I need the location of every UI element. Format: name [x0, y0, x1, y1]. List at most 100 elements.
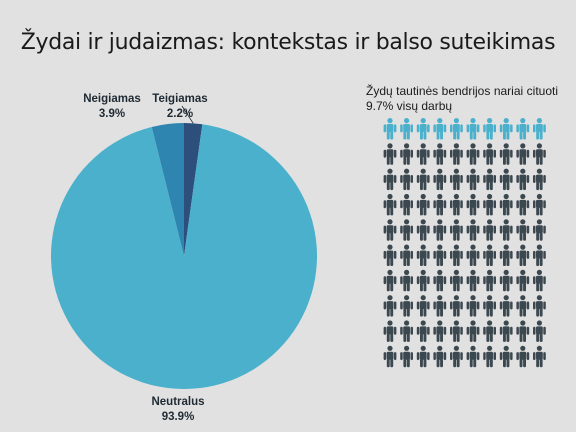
person-icon [450, 295, 463, 317]
person-icon [499, 143, 513, 165]
person-icon [483, 193, 496, 216]
person-icon [400, 118, 413, 140]
person-icon [400, 295, 413, 317]
person-icon [516, 269, 530, 292]
person-icon [383, 269, 397, 292]
person-icon [450, 143, 463, 165]
person-icon [516, 168, 530, 191]
person-icon [516, 345, 530, 368]
person-icon [416, 295, 430, 317]
person-icon [416, 244, 430, 266]
person-icon [433, 295, 447, 317]
person-icon [466, 143, 480, 165]
person-icon [499, 168, 513, 191]
person-icon [466, 219, 480, 241]
person-icon [383, 320, 397, 342]
slice-percent: 2.2% [166, 108, 194, 120]
person-icon [383, 168, 397, 191]
person-icon [450, 320, 463, 342]
person-icon [450, 168, 463, 191]
person-icon [483, 295, 496, 317]
person-icon [516, 295, 530, 317]
person-icon [499, 193, 513, 216]
person-icon [483, 168, 496, 191]
person-icon [433, 219, 447, 241]
person-icon [383, 295, 397, 317]
person-icon [400, 269, 413, 292]
person-icon [533, 118, 546, 140]
person-icon [450, 345, 463, 368]
person-icon [466, 295, 480, 317]
person-icon [383, 118, 397, 140]
person-icon [450, 244, 463, 266]
person-icon [383, 143, 397, 165]
person-icon [499, 269, 513, 292]
person-icon [533, 244, 546, 266]
person-icon [416, 143, 430, 165]
person-icon [516, 219, 530, 241]
person-icon [483, 269, 496, 292]
person-icon [450, 269, 463, 292]
pie-slice-teigiamas [184, 123, 203, 256]
person-icon [383, 193, 397, 216]
person-icon [400, 219, 413, 241]
person-icon [416, 168, 430, 191]
person-icon [433, 143, 447, 165]
person-icon [499, 320, 513, 342]
person-icon [516, 143, 530, 165]
person-icon [466, 345, 480, 368]
person-icon [533, 345, 546, 368]
person-icon [466, 320, 480, 342]
pictogram-caption: Žydų tautinės bendrijos nariai cituoti 9… [366, 84, 558, 113]
person-icon [433, 269, 447, 292]
person-icon [416, 320, 430, 342]
person-icon [533, 295, 546, 317]
person-icon [483, 143, 496, 165]
person-icon [533, 143, 546, 165]
person-icon [400, 244, 413, 266]
person-icon [533, 219, 546, 241]
person-icon [433, 193, 447, 216]
person-icon [466, 244, 480, 266]
slice-label-teigiamas: Teigiamas 2.2% [148, 92, 212, 122]
person-icon [499, 295, 513, 317]
person-icon [383, 219, 397, 241]
person-icon [450, 219, 463, 241]
person-icon [499, 219, 513, 241]
person-icon [383, 244, 397, 266]
person-icon [433, 320, 447, 342]
person-icon [516, 118, 530, 140]
person-icon [433, 244, 447, 266]
person-icon [416, 193, 430, 216]
person-icon [416, 269, 430, 292]
person-icon [483, 320, 496, 342]
slice-percent: 93.9% [161, 411, 195, 423]
person-icon [483, 219, 496, 241]
person-icon [466, 118, 480, 140]
person-icon [400, 193, 413, 216]
person-icon [499, 244, 513, 266]
person-icon [433, 345, 447, 368]
person-icon [433, 168, 447, 191]
person-icon [533, 269, 546, 292]
person-icon [483, 244, 496, 266]
slice-name: Teigiamas [152, 93, 208, 105]
person-icon [450, 193, 463, 216]
person-icon [466, 168, 480, 191]
person-icon [433, 118, 447, 140]
person-icon [499, 118, 513, 140]
person-icon [533, 320, 546, 342]
slice-name: Neigiamas [83, 93, 141, 105]
person-icon [416, 118, 430, 140]
person-icon [400, 168, 413, 191]
person-icon [483, 118, 496, 140]
person-icon [516, 244, 530, 266]
person-icon [450, 118, 463, 140]
person-icon [383, 345, 397, 368]
chart-title: Žydai ir judaizmas: kontekstas ir balso … [20, 30, 556, 55]
person-icon [400, 320, 413, 342]
slice-name: Neutralus [151, 396, 205, 408]
slice-percent: 3.9% [98, 108, 126, 120]
